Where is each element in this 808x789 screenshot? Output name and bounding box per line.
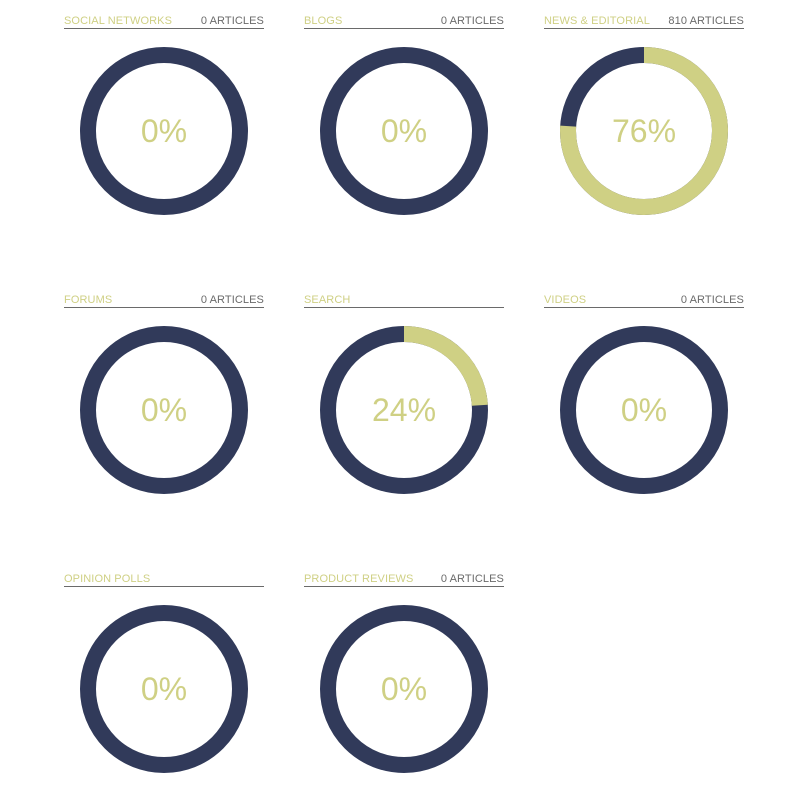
donut-segment [320,326,488,494]
donut-chart: 0% [80,605,248,773]
article-count: 810 ARTICLES [668,15,744,27]
tile-header: NEWS & EDITORIAL 810 ARTICLES [544,14,744,29]
donut-tile-opinion-polls: OPINION POLLS 0% [64,572,264,782]
percent-label: 0% [141,671,187,707]
series-title: SEARCH [304,294,351,306]
donut-tile-videos: VIDEOS 0 ARTICLES 0% [544,293,744,503]
percent-label: 0% [381,113,427,149]
article-count: 0 ARTICLES [440,573,504,585]
donut-tile-forums: FORUMS 0 ARTICLES 0% [64,293,264,503]
donut-chart: 0% [320,605,488,773]
donut-chart: 0% [320,47,488,215]
donut-ring [80,326,248,494]
donut-chart: 0% [560,326,728,494]
donut-chart: 76% [560,47,728,215]
tile-header: PRODUCT REVIEWS 0 ARTICLES [304,572,504,587]
donut-chart: 0% [80,326,248,494]
donut-chart: 24% [320,326,488,494]
tile-header: FORUMS 0 ARTICLES [64,293,264,308]
donut-tile-search: SEARCH 24% [304,293,504,503]
donut-ring [560,326,728,494]
donut-tile-blogs: BLOGS 0 ARTICLES 0% [304,14,504,224]
series-title: PRODUCT REVIEWS [304,573,414,585]
percent-label: 0% [141,392,187,428]
series-title: OPINION POLLS [64,573,151,585]
donut-ring [80,605,248,773]
series-title: SOCIAL NETWORKS [64,15,173,27]
donut-tile-social-networks: SOCIAL NETWORKS 0 ARTICLES 0% [64,14,264,224]
percent-label: 0% [621,392,667,428]
tile-header: VIDEOS 0 ARTICLES [544,293,744,308]
tile-header: SOCIAL NETWORKS 0 ARTICLES [64,14,264,29]
series-title: BLOGS [304,15,343,27]
donut-chart: 0% [80,47,248,215]
donut-tile-news-and-editorial: NEWS & EDITORIAL 810 ARTICLES 76% [544,14,744,224]
article-count: 0 ARTICLES [440,15,504,27]
article-count: 0 ARTICLES [680,294,744,306]
tile-header: OPINION POLLS [64,572,264,587]
tile-header: BLOGS 0 ARTICLES [304,14,504,29]
donut-ring [80,47,248,215]
article-count: 0 ARTICLES [200,15,264,27]
series-title: VIDEOS [544,294,587,306]
percent-label: 0% [141,113,187,149]
donut-segment [560,47,728,215]
donut-ring [320,47,488,215]
donut-tile-product-reviews: PRODUCT REVIEWS 0 ARTICLES 0% [304,572,504,782]
series-title: FORUMS [64,294,113,306]
article-count: 0 ARTICLES [200,294,264,306]
percent-label: 0% [381,671,427,707]
series-title: NEWS & EDITORIAL [544,15,650,27]
percent-label: 76% [612,113,676,149]
donut-ring [320,605,488,773]
tile-header: SEARCH [304,293,504,308]
percent-label: 24% [372,392,436,428]
